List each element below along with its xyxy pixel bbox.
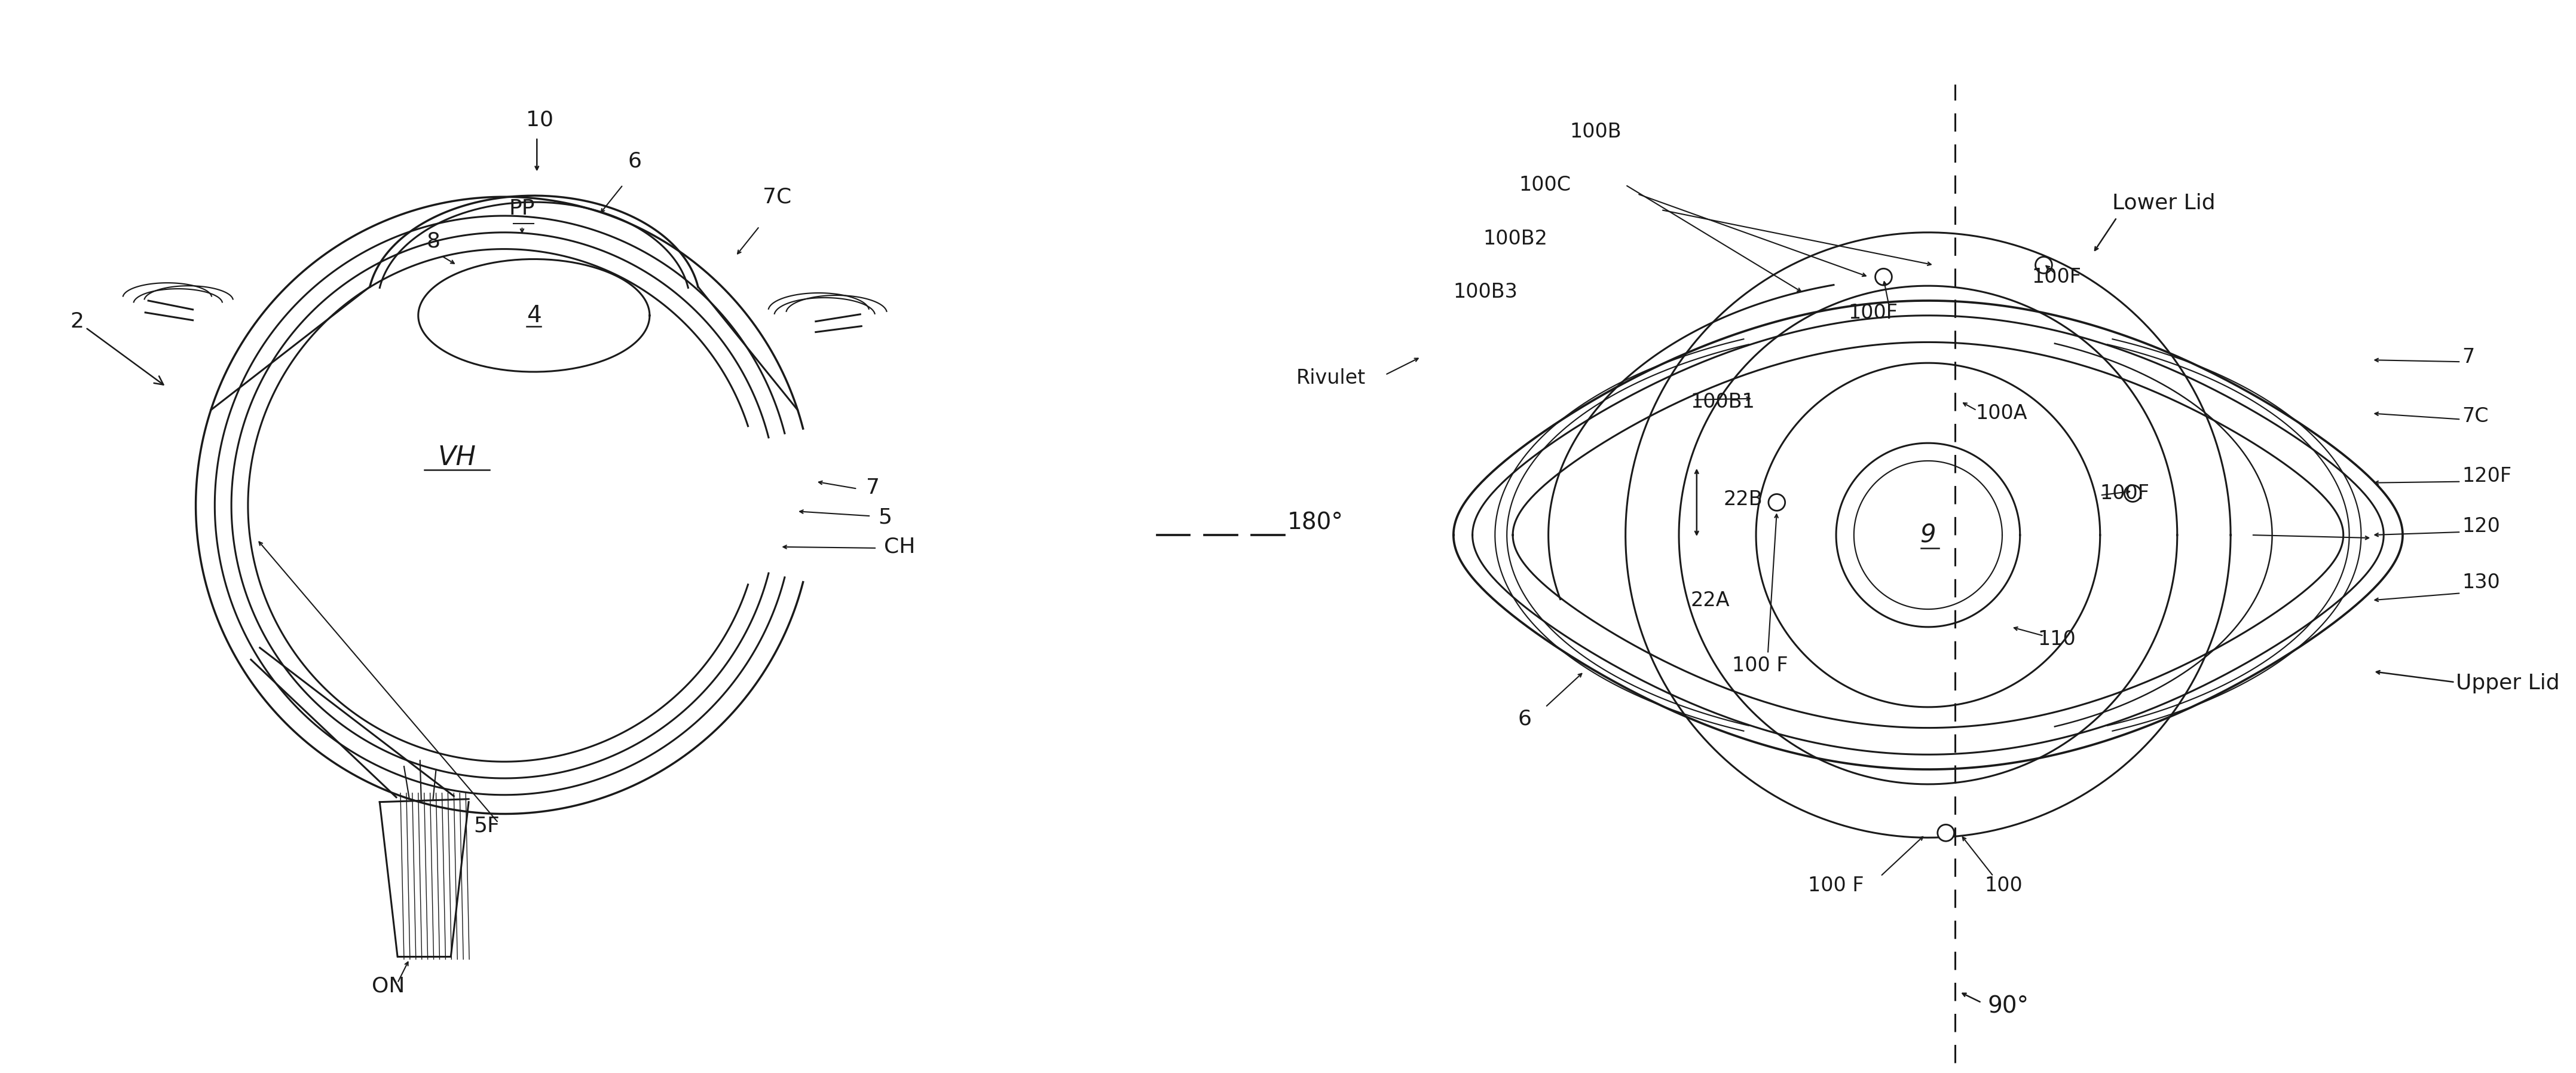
- Text: 180°: 180°: [1288, 511, 1345, 534]
- Text: 22B: 22B: [1723, 489, 1762, 510]
- Text: 4: 4: [526, 304, 541, 327]
- Text: Rivulet: Rivulet: [1296, 368, 1365, 388]
- Text: 7: 7: [2463, 348, 2476, 367]
- Text: 5: 5: [878, 508, 891, 527]
- Text: 120F: 120F: [2463, 466, 2512, 486]
- Text: 100B3: 100B3: [1453, 282, 1517, 302]
- Text: 10: 10: [526, 109, 554, 130]
- Text: 120: 120: [2463, 516, 2501, 536]
- Circle shape: [2035, 256, 2053, 274]
- Circle shape: [1875, 268, 1891, 285]
- Text: 100B: 100B: [1569, 122, 1623, 142]
- Text: 90°: 90°: [1989, 995, 2030, 1017]
- Text: 9: 9: [1919, 523, 1937, 547]
- Text: 100 F: 100 F: [1808, 876, 1865, 895]
- Text: 6: 6: [629, 151, 641, 172]
- Text: 5F: 5F: [474, 815, 500, 836]
- Text: 6: 6: [1517, 709, 1533, 729]
- Circle shape: [2125, 485, 2141, 502]
- Text: 7: 7: [866, 477, 881, 498]
- Text: 100B1: 100B1: [1690, 392, 1754, 412]
- Text: 7C: 7C: [762, 187, 791, 207]
- Text: 100A: 100A: [1976, 403, 2027, 424]
- Circle shape: [1937, 824, 1955, 841]
- Circle shape: [1770, 494, 1785, 511]
- Text: 130: 130: [2463, 573, 2501, 592]
- Text: 100C: 100C: [1520, 175, 1571, 195]
- Text: PP: PP: [510, 199, 536, 219]
- Text: 100B2: 100B2: [1484, 229, 1548, 249]
- Text: 22A: 22A: [1690, 590, 1731, 611]
- Text: 100F: 100F: [1847, 303, 1899, 323]
- Text: 2: 2: [70, 311, 162, 385]
- Text: 100F: 100F: [2099, 484, 2151, 503]
- Text: 7C: 7C: [2463, 407, 2488, 426]
- Text: CH: CH: [884, 536, 914, 557]
- Text: 100F: 100F: [2032, 267, 2081, 288]
- Text: 100 F: 100 F: [1731, 656, 1788, 676]
- Text: ON: ON: [371, 975, 404, 996]
- Text: Upper Lid: Upper Lid: [2455, 673, 2561, 693]
- Text: 110: 110: [2038, 629, 2076, 649]
- Text: 100: 100: [1984, 876, 2022, 895]
- Text: Lower Lid: Lower Lid: [2112, 192, 2215, 212]
- Text: 8: 8: [425, 231, 440, 251]
- Text: VH: VH: [438, 445, 477, 471]
